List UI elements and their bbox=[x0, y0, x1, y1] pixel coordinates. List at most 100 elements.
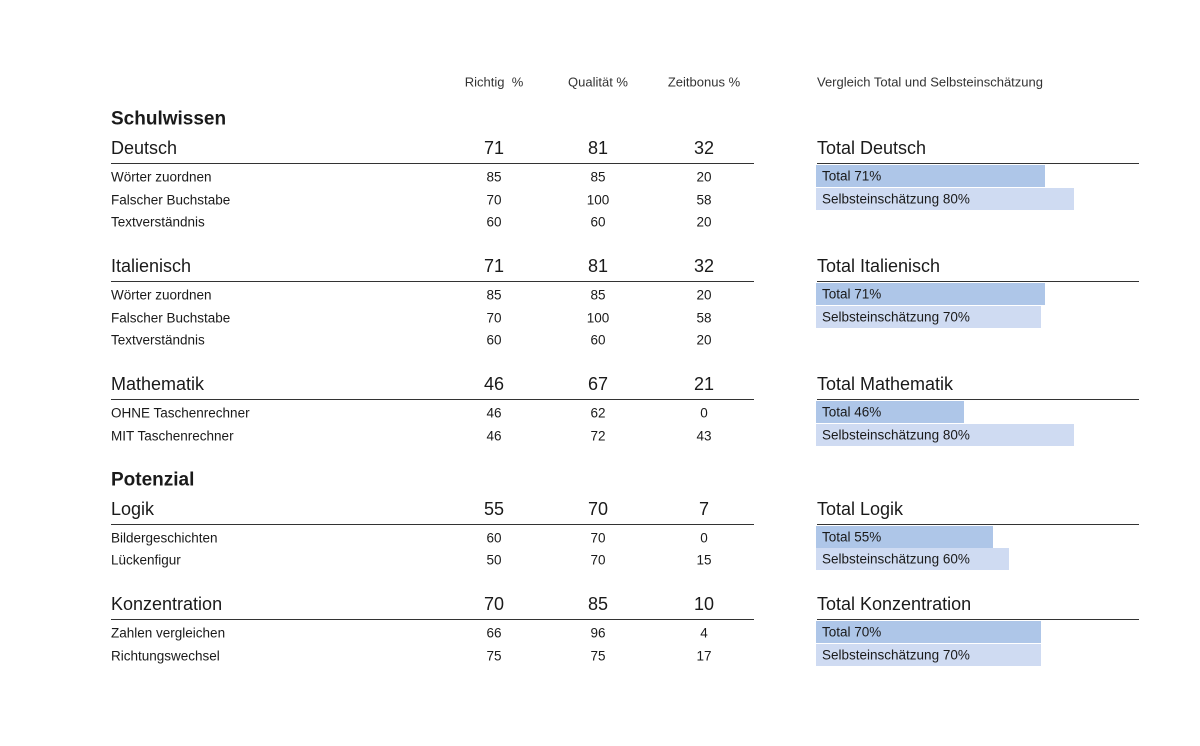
row-value: 4 bbox=[700, 625, 708, 641]
row-value: 96 bbox=[590, 625, 606, 641]
group-name: Mathematik bbox=[111, 374, 205, 394]
row-name: Falscher Buchstabe bbox=[111, 191, 231, 207]
group-value: 71 bbox=[483, 138, 505, 158]
group-name: Deutsch bbox=[111, 138, 178, 158]
comparison-title: Total Mathematik bbox=[817, 374, 954, 394]
column-header: Zeitbonus % bbox=[667, 74, 741, 90]
column-header: Qualität % bbox=[568, 74, 628, 90]
comparison-title: Total Konzentration bbox=[817, 594, 972, 614]
row-name: Falscher Buchstabe bbox=[111, 309, 231, 325]
divider bbox=[817, 281, 1139, 282]
group-value: 81 bbox=[587, 256, 609, 276]
column-header: Richtig % bbox=[464, 74, 524, 90]
group-value: 85 bbox=[587, 594, 609, 614]
row-name: Textverständnis bbox=[111, 214, 205, 230]
divider bbox=[817, 523, 1139, 525]
row-name: Zahlen vergleichen bbox=[111, 625, 226, 641]
bar-label: Total 46% bbox=[822, 404, 882, 420]
divider bbox=[111, 523, 754, 525]
row-name: Bildergeschichten bbox=[111, 529, 218, 545]
row-value: 100 bbox=[586, 309, 610, 325]
group-value: 32 bbox=[693, 256, 715, 276]
group-name: Italienisch bbox=[111, 256, 192, 276]
row-value: 50 bbox=[486, 552, 502, 568]
bar-label: Selbsteinschätzung 60% bbox=[822, 551, 970, 567]
row-value: 60 bbox=[590, 332, 606, 348]
row-value: 60 bbox=[486, 529, 502, 545]
divider bbox=[111, 163, 754, 164]
comparison-bar: Total 46% bbox=[816, 401, 965, 423]
bar-label: Total 70% bbox=[822, 624, 882, 640]
row-value: 70 bbox=[590, 552, 606, 568]
group-value: 32 bbox=[693, 138, 715, 158]
comparison-title: Total Logik bbox=[817, 498, 904, 519]
row-value: 58 bbox=[696, 191, 712, 207]
comparison-bar: Total 71% bbox=[816, 165, 1045, 187]
divider bbox=[111, 281, 754, 282]
group-value: 81 bbox=[587, 138, 609, 158]
group-name: Logik bbox=[111, 498, 155, 519]
row-value: 75 bbox=[486, 647, 502, 663]
group-name: Konzentration bbox=[111, 594, 223, 614]
comparison-bar: Selbsteinschätzung 60% bbox=[816, 548, 1010, 570]
comparison-bar: Selbsteinschätzung 70% bbox=[816, 305, 1042, 328]
row-name: Wörter zuordnen bbox=[111, 169, 212, 185]
row-name: Textverständnis bbox=[111, 332, 205, 348]
row-value: 85 bbox=[590, 287, 606, 303]
bar-label: Selbsteinschätzung 80% bbox=[822, 427, 970, 442]
row-value: 72 bbox=[590, 427, 606, 443]
row-value: 75 bbox=[590, 647, 606, 663]
group-value: 10 bbox=[693, 594, 715, 614]
divider bbox=[111, 399, 754, 400]
row-value: 70 bbox=[590, 529, 606, 545]
row-value: 20 bbox=[696, 214, 712, 230]
row-value: 85 bbox=[486, 169, 502, 185]
group-value: 46 bbox=[483, 374, 505, 394]
divider bbox=[817, 619, 1139, 620]
bar-label: Selbsteinschätzung 80% bbox=[822, 191, 970, 206]
row-value: 0 bbox=[700, 405, 708, 421]
divider bbox=[817, 399, 1139, 400]
row-name: MIT Taschenrechner bbox=[111, 427, 234, 443]
row-value: 66 bbox=[486, 625, 502, 641]
row-name: OHNE Taschenrechner bbox=[111, 405, 250, 421]
row-value: 20 bbox=[696, 169, 712, 185]
divider bbox=[111, 619, 754, 620]
bar-label: Total 71% bbox=[822, 286, 882, 302]
row-value: 20 bbox=[696, 332, 712, 348]
bar-label: Selbsteinschätzung 70% bbox=[822, 647, 970, 662]
row-value: 43 bbox=[696, 427, 712, 443]
section-title: Schulwissen bbox=[111, 108, 227, 130]
row-value: 58 bbox=[696, 309, 712, 325]
row-value: 46 bbox=[486, 427, 502, 443]
group-value: 55 bbox=[483, 498, 505, 519]
row-value: 60 bbox=[486, 332, 502, 348]
group-value: 7 bbox=[698, 498, 710, 519]
bar-label: Total 55% bbox=[822, 529, 882, 544]
comparison-title: Total Italienisch bbox=[817, 256, 941, 276]
group-value: 67 bbox=[587, 374, 609, 394]
comparison-bar: Selbsteinschätzung 80% bbox=[816, 423, 1074, 446]
bar-label: Total 71% bbox=[822, 168, 882, 184]
row-value: 0 bbox=[700, 529, 708, 545]
row-name: Wörter zuordnen bbox=[111, 287, 212, 303]
row-value: 85 bbox=[486, 287, 502, 303]
row-name: Richtungswechsel bbox=[111, 647, 220, 663]
row-value: 20 bbox=[696, 287, 712, 303]
row-value: 85 bbox=[590, 169, 606, 185]
row-value: 15 bbox=[696, 552, 712, 568]
row-value: 70 bbox=[486, 191, 502, 207]
section-title: Potenzial bbox=[111, 469, 195, 490]
row-value: 60 bbox=[486, 214, 502, 230]
row-value: 46 bbox=[486, 405, 502, 421]
group-value: 71 bbox=[483, 256, 505, 276]
comparison-bar: Total 71% bbox=[816, 283, 1045, 305]
comparison-title: Total Deutsch bbox=[817, 138, 927, 158]
comparison-bar: Total 70% bbox=[816, 621, 1042, 643]
group-value: 21 bbox=[693, 374, 715, 394]
comparison-header: Vergleich Total und Selbsteinschätzung bbox=[817, 74, 1043, 90]
row-name: Lückenfigur bbox=[111, 552, 181, 568]
divider bbox=[817, 163, 1139, 164]
row-value: 70 bbox=[486, 309, 502, 325]
